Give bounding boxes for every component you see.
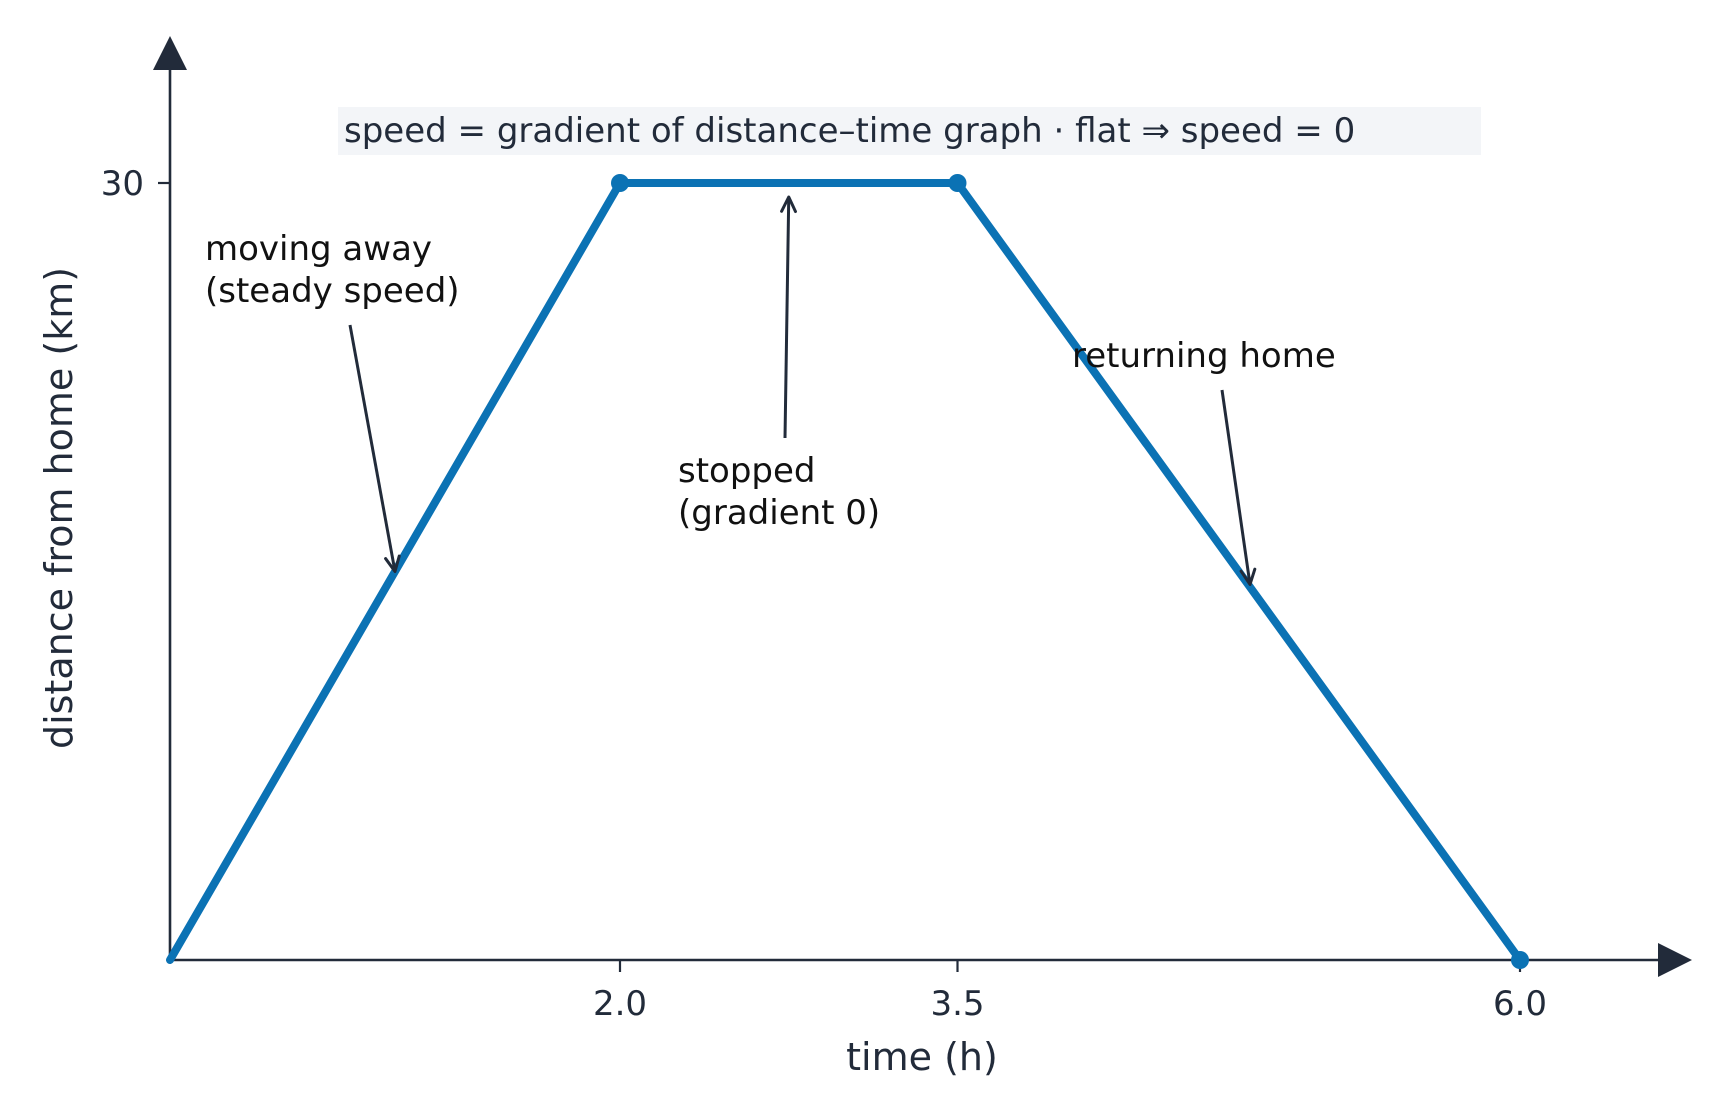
annotation-arrow-line [348,324,397,572]
annotation-arrow-head [1239,567,1257,586]
annotation-line: (steady speed) [205,271,460,311]
x-axis-arrow [1658,943,1692,977]
annotation-line: returning home [1072,336,1336,376]
annotation-text: returning home [1072,336,1336,376]
data-point [611,174,629,192]
x-tick-label: 6.0 [1493,984,1547,1024]
annotation-arrow-line [783,196,791,439]
x-tick-label: 3.5 [930,984,984,1024]
banner-text: speed = gradient of distance–time graph … [344,111,1355,151]
x-axis-title: time (h) [846,1035,998,1079]
x-tick-label: 2.0 [593,984,647,1024]
y-axis-ticks: 30 [101,164,170,204]
banner-background [338,107,1481,155]
data-point [948,174,967,192]
annotation-line: (gradient 0) [678,493,880,533]
annotation-line: moving away [205,229,432,269]
annotation-arrow-line [1220,389,1252,585]
annotation-arrow-head [780,195,797,214]
y-axis-arrow [153,36,187,70]
annotation-arrow-head [384,554,401,573]
annotation-text: moving away (steady speed) [205,229,460,311]
y-tick-label: 30 [101,164,144,204]
x-axis-ticks: 2.0 3.5 6.0 [593,960,1547,1024]
y-axis-title: distance from home (km) [37,267,81,749]
annotation-layer: moving away (steady speed) stopped (gradien… [205,195,1336,586]
annotation-text: stopped (gradient 0) [678,451,880,533]
data-point [1511,951,1529,969]
annotation-line: stopped [678,451,816,491]
